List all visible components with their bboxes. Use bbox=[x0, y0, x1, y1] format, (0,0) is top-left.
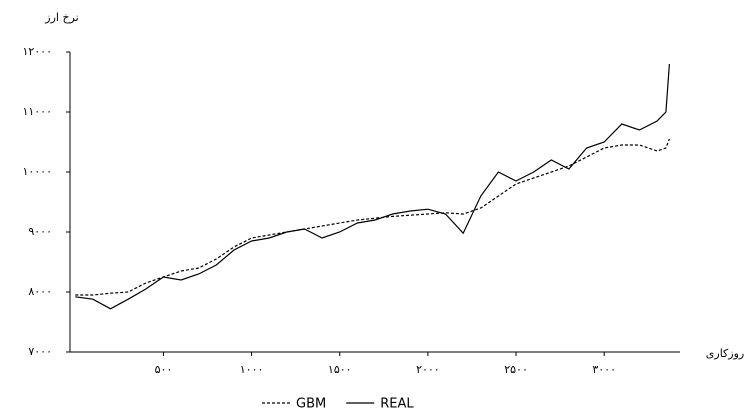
x-tick-label: ۱۰۰۰ bbox=[240, 363, 264, 376]
y-tick-label: ۸۰۰۰ bbox=[28, 285, 52, 298]
x-tick-label: ۱۵۰۰ bbox=[328, 363, 352, 376]
series-line bbox=[75, 138, 670, 296]
y-tick-label: ۱۰۰۰۰ bbox=[22, 165, 52, 178]
x-tick-label: ۵۰۰ bbox=[155, 363, 173, 376]
y-tick-label: ۹۰۰۰ bbox=[28, 225, 52, 238]
y-tick-label: ۱۲۰۰۰ bbox=[22, 45, 52, 58]
series-line bbox=[75, 63, 670, 310]
x-tick-label: ۲۵۰۰ bbox=[504, 363, 528, 376]
y-axis-title: نرخ ارز bbox=[44, 11, 78, 24]
x-axis-title: روزکاری bbox=[706, 347, 744, 360]
y-tick-label: ۱۱۰۰۰ bbox=[22, 105, 52, 118]
legend-label: REAL bbox=[380, 397, 414, 412]
legend-label: GBM bbox=[296, 397, 326, 412]
x-tick-label: ۳۰۰۰ bbox=[592, 363, 616, 376]
y-tick-label: ۷۰۰۰ bbox=[28, 345, 52, 358]
x-tick-label: ۲۰۰۰ bbox=[416, 363, 440, 376]
